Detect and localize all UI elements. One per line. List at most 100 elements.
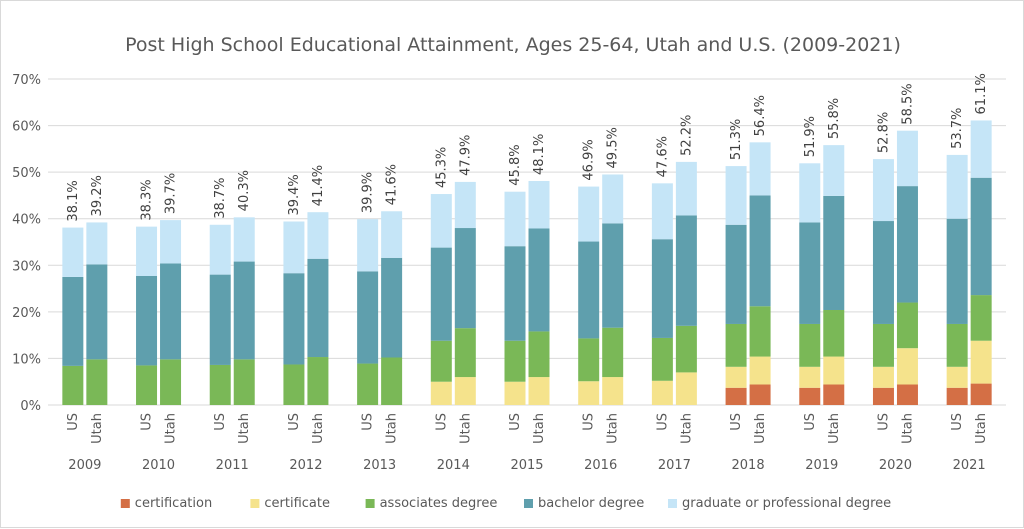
x-tick-region: Utah bbox=[532, 413, 547, 444]
total-label: 41.4% bbox=[311, 165, 326, 206]
bar-segment-certification bbox=[799, 387, 821, 405]
bar-segment-graduate-or-professional-degree bbox=[528, 180, 550, 229]
bar-segment-graduate-or-professional-degree bbox=[209, 224, 231, 275]
legend-swatch bbox=[120, 499, 130, 508]
x-tick-region: US bbox=[655, 413, 670, 431]
bar-segment-bachelor-degree bbox=[209, 274, 231, 365]
bar-segment-graduate-or-professional-degree bbox=[651, 183, 673, 240]
legend-label: certification bbox=[135, 496, 212, 511]
bar-segment-graduate-or-professional-degree bbox=[283, 221, 305, 274]
total-label: 51.9% bbox=[803, 116, 818, 157]
total-label: 38.1% bbox=[66, 180, 81, 221]
bar-segment-associates-degree bbox=[675, 325, 697, 373]
total-label: 46.9% bbox=[582, 139, 597, 180]
bar-segment-bachelor-degree bbox=[504, 246, 526, 341]
total-label: 51.3% bbox=[729, 119, 744, 160]
bar-segment-certificate bbox=[725, 366, 747, 388]
bar-segment-bachelor-degree bbox=[602, 223, 624, 328]
bar-segment-certificate bbox=[799, 366, 821, 388]
x-tick-year: 2011 bbox=[216, 458, 249, 473]
total-label: 39.7% bbox=[164, 173, 179, 214]
total-label: 38.7% bbox=[213, 177, 228, 218]
bar-segment-certificate bbox=[872, 366, 894, 388]
bar-segment-bachelor-degree bbox=[160, 263, 182, 360]
total-label: 53.7% bbox=[950, 108, 965, 149]
y-axis-ticks: 0% 10% 20% 30% 40% 50% 60% 70% bbox=[12, 73, 41, 414]
bar-segment-certificate bbox=[946, 366, 968, 388]
bar-segment-graduate-or-professional-degree bbox=[86, 222, 108, 265]
x-tick-year: 2014 bbox=[437, 458, 470, 473]
bar-segment-certificate bbox=[970, 340, 992, 384]
bar-segment-certification bbox=[749, 384, 771, 405]
bar-segment-associates-degree bbox=[209, 364, 231, 405]
bar-segment-certificate bbox=[896, 348, 918, 385]
bar-segment-graduate-or-professional-degree bbox=[62, 227, 84, 277]
total-label: 48.1% bbox=[532, 134, 547, 175]
bar-segment-associates-degree bbox=[307, 357, 329, 405]
legend: certification certificate associates degre… bbox=[120, 496, 891, 511]
total-label: 39.9% bbox=[361, 172, 376, 213]
x-tick-region: Utah bbox=[164, 413, 179, 444]
bar-segment-bachelor-degree bbox=[283, 273, 305, 365]
bar-segment-associates-degree bbox=[651, 337, 673, 381]
bar-segment-certificate bbox=[528, 377, 550, 405]
total-label: 58.5% bbox=[900, 83, 915, 124]
bar-segment-bachelor-degree bbox=[62, 276, 84, 366]
bar-segment-certificate bbox=[454, 377, 476, 405]
bar-segment-certificate bbox=[430, 381, 452, 405]
bar-segment-associates-degree bbox=[504, 340, 526, 382]
bar-segment-graduate-or-professional-degree bbox=[675, 161, 697, 216]
total-label: 47.6% bbox=[655, 136, 670, 177]
legend-swatch bbox=[668, 499, 677, 508]
bar-segment-bachelor-degree bbox=[528, 228, 550, 332]
bar-segment-graduate-or-professional-degree bbox=[160, 220, 182, 264]
legend-swatch bbox=[250, 499, 260, 508]
x-tick-region: Utah bbox=[237, 413, 252, 444]
bar-segment-certificate bbox=[578, 381, 600, 405]
x-tick-region: US bbox=[361, 413, 376, 431]
bar-segment-certificate bbox=[651, 380, 673, 405]
legend-label: bachelor degree bbox=[538, 496, 644, 511]
bar-segment-bachelor-degree bbox=[430, 247, 452, 341]
bar-segment-certification bbox=[872, 387, 894, 405]
total-label: 39.4% bbox=[287, 174, 302, 215]
bar-segment-bachelor-degree bbox=[946, 218, 968, 324]
bar-segment-bachelor-degree bbox=[136, 275, 158, 366]
y-tick-label: 70% bbox=[12, 73, 41, 88]
x-tick-year: 2009 bbox=[68, 458, 101, 473]
bar-segment-graduate-or-professional-degree bbox=[872, 159, 894, 222]
bar-segment-certification bbox=[946, 387, 968, 405]
x-tick-year: 2021 bbox=[953, 458, 986, 473]
bar-segment-graduate-or-professional-degree bbox=[602, 174, 624, 224]
bar-segment-bachelor-degree bbox=[651, 239, 673, 338]
total-label: 45.3% bbox=[434, 147, 449, 188]
total-label: 47.9% bbox=[458, 135, 473, 176]
legend-swatch bbox=[365, 499, 375, 508]
bar-segment-graduate-or-professional-degree bbox=[381, 211, 403, 258]
x-tick-year: 2015 bbox=[510, 458, 543, 473]
x-tick-region: US bbox=[66, 413, 81, 431]
x-tick-region: US bbox=[213, 413, 228, 431]
x-tick-region: US bbox=[508, 413, 523, 431]
total-label: 41.6% bbox=[385, 164, 400, 205]
x-tick-region: US bbox=[803, 413, 818, 431]
y-tick-label: 20% bbox=[12, 306, 41, 321]
bar-segment-bachelor-degree bbox=[675, 215, 697, 326]
y-tick-label: 0% bbox=[20, 399, 41, 414]
total-label: 52.2% bbox=[679, 115, 694, 156]
bar-segment-associates-degree bbox=[970, 295, 992, 341]
bar-segment-bachelor-degree bbox=[799, 222, 821, 324]
bar-segment-associates-degree bbox=[160, 359, 182, 405]
x-tick-region: Utah bbox=[900, 413, 915, 444]
x-tick-region: US bbox=[582, 413, 597, 431]
bar-segment-graduate-or-professional-degree bbox=[357, 219, 379, 272]
bar-segment-bachelor-degree bbox=[233, 261, 255, 360]
bar-segment-graduate-or-professional-degree bbox=[823, 145, 845, 196]
bar-segment-bachelor-degree bbox=[823, 195, 845, 310]
x-tick-region: Utah bbox=[753, 413, 768, 444]
y-tick-label: 50% bbox=[12, 166, 41, 181]
bar-segment-certification bbox=[725, 387, 747, 405]
bar-segment-bachelor-degree bbox=[86, 264, 108, 360]
y-tick-label: 10% bbox=[12, 352, 41, 367]
total-label: 40.3% bbox=[237, 170, 252, 211]
